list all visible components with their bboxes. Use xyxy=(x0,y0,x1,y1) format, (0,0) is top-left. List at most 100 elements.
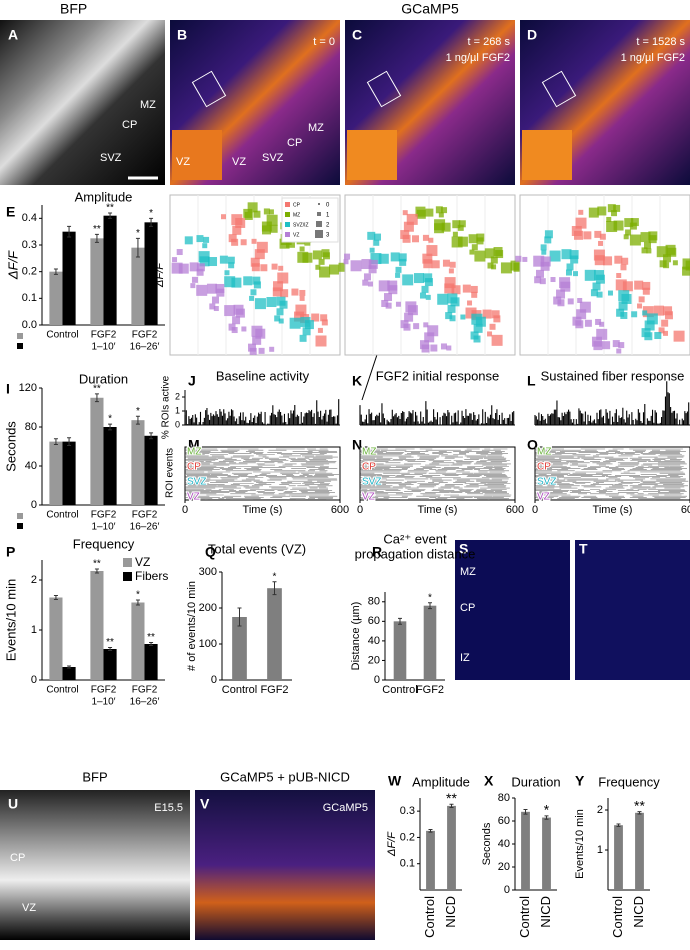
channel-label: GCaMP5 xyxy=(323,802,368,814)
scatter-texture xyxy=(196,284,208,296)
region-label: VZ xyxy=(362,492,375,503)
image-v xyxy=(195,790,375,940)
x-tick-label: FGF2 xyxy=(91,510,117,521)
scatter-texture xyxy=(228,262,235,269)
scatter-texture xyxy=(421,285,429,293)
bar xyxy=(131,247,145,325)
region-label: SVZ xyxy=(537,477,556,488)
scatter-texture xyxy=(444,283,455,294)
scatter-texture xyxy=(473,335,481,343)
significance: ** xyxy=(106,637,114,648)
scatter-texture xyxy=(470,285,478,293)
scatter-texture xyxy=(241,326,247,332)
panel-letter: T xyxy=(579,541,588,557)
error-bar xyxy=(149,217,154,227)
significance: * xyxy=(136,406,140,417)
scatter-texture xyxy=(258,347,265,354)
scatter-texture xyxy=(575,320,584,329)
x-tick-label: FGF2 xyxy=(91,685,117,696)
scatter-texture xyxy=(224,305,236,317)
x-tick-label: FGF2 xyxy=(260,684,288,696)
bar xyxy=(49,597,63,680)
panel-letter: M xyxy=(188,437,200,453)
scatter-texture xyxy=(607,204,616,213)
scatter-texture xyxy=(407,305,418,316)
scatter-texture xyxy=(491,264,497,270)
scatter-texture xyxy=(614,255,623,264)
scatter-texture xyxy=(250,257,260,267)
scatter-texture xyxy=(578,209,584,215)
panel-letter: J xyxy=(188,373,196,389)
scatter-texture xyxy=(449,261,456,268)
scatter-texture xyxy=(487,331,493,337)
bar xyxy=(426,830,435,890)
error-bar xyxy=(449,803,454,808)
region-label: MZ xyxy=(308,122,324,134)
scatter-texture xyxy=(621,293,632,304)
scatter-texture xyxy=(565,269,572,276)
bar xyxy=(144,222,158,325)
region-label: MZ xyxy=(140,99,156,111)
scatter-texture xyxy=(302,327,311,336)
scatter-texture xyxy=(577,297,583,303)
y-tick-label: 20 xyxy=(368,654,380,666)
raster-texture xyxy=(185,448,339,500)
chart-title: Frequency xyxy=(73,536,135,551)
legend-label: Fibers xyxy=(135,569,168,583)
scatter-texture xyxy=(539,278,546,285)
bar xyxy=(232,617,247,680)
scatter-texture xyxy=(172,257,178,263)
axis-label: Time (s) xyxy=(593,504,633,516)
region-label: VZ xyxy=(537,492,550,503)
panel-title: FGF2 initial response xyxy=(376,368,500,383)
y-tick-label: 0.2 xyxy=(400,831,415,843)
scatter-texture xyxy=(460,314,466,320)
error-bar xyxy=(135,237,140,258)
scatter-texture xyxy=(317,327,323,333)
x-tick-label: NICD xyxy=(538,896,553,928)
scatter-texture xyxy=(576,309,587,320)
scatter-texture xyxy=(343,259,349,265)
scatter-texture xyxy=(266,297,277,308)
x-tick-label: FGF2 xyxy=(132,330,158,341)
scatter-texture xyxy=(373,239,380,246)
region-label: SVZ xyxy=(187,477,206,488)
significance: ** xyxy=(93,559,101,570)
scatter-texture xyxy=(278,265,284,271)
scatter-texture xyxy=(235,217,246,228)
panel-title: Baseline activity xyxy=(216,368,310,383)
significance: * xyxy=(273,571,277,582)
scatter-texture xyxy=(254,298,266,310)
y-tick-label: 1 xyxy=(597,844,603,856)
scatter-texture xyxy=(421,344,430,353)
scatter-texture xyxy=(513,262,523,272)
scatter-texture xyxy=(416,209,426,219)
scatter-texture xyxy=(378,280,390,292)
y-tick-label: 60 xyxy=(498,815,510,827)
scatter-texture xyxy=(557,299,565,307)
scatter-texture xyxy=(484,248,495,259)
scatter-texture xyxy=(631,311,638,318)
scatter-texture xyxy=(438,212,444,218)
legend-label: SVZ/IZ xyxy=(293,222,309,228)
error-bar xyxy=(53,438,58,446)
x-tick-label: 16–26′ xyxy=(130,522,160,533)
scatter-texture xyxy=(672,260,678,266)
scatter-texture xyxy=(232,225,242,235)
scatter-texture xyxy=(663,254,672,263)
scatter-texture xyxy=(430,344,438,352)
y-tick-label: 60 xyxy=(368,615,380,627)
y-tick-label: 0.3 xyxy=(22,239,37,251)
scatter-texture xyxy=(612,340,620,348)
scatter-texture xyxy=(473,323,483,333)
panel-letter: C xyxy=(352,27,362,43)
scatter-texture xyxy=(424,278,433,287)
scatter-texture xyxy=(595,318,602,325)
scatter-texture xyxy=(426,245,438,257)
scatter-texture xyxy=(493,315,501,323)
scatter-texture xyxy=(413,323,420,330)
scatter-texture xyxy=(451,236,463,248)
scatter-texture xyxy=(249,295,255,301)
bar xyxy=(62,667,76,680)
y-tick-label: 0.2 xyxy=(22,266,37,278)
